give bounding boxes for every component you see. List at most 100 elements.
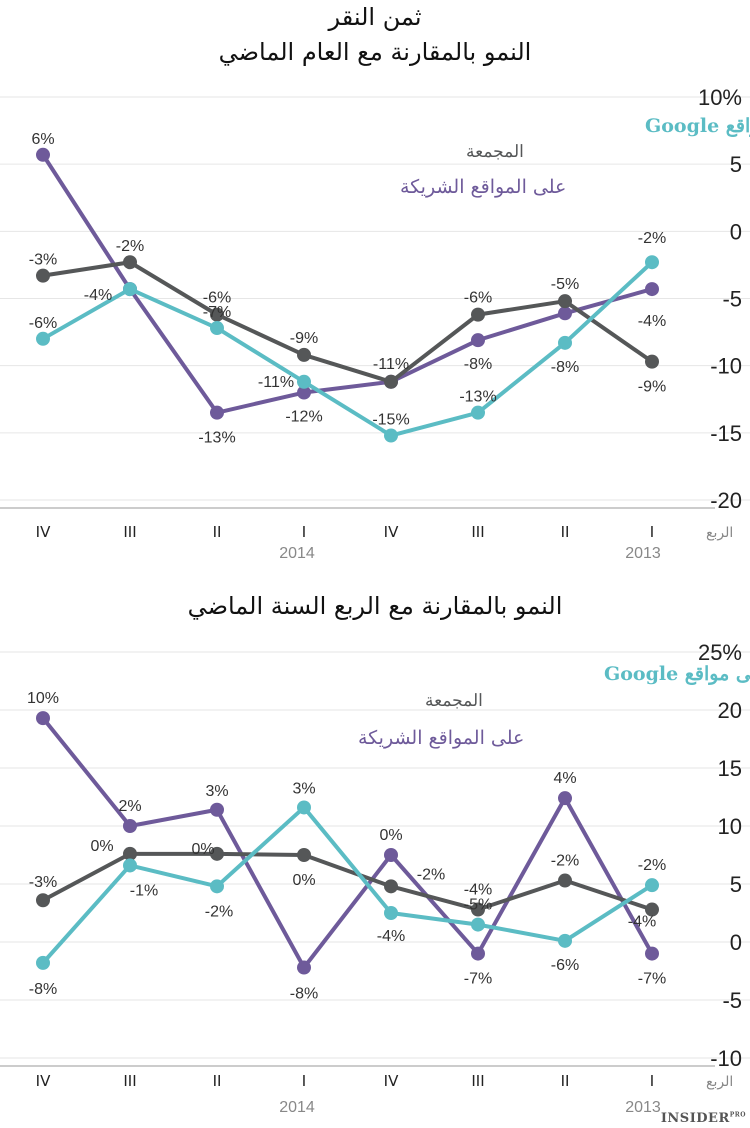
chart2-data-point-combined — [558, 873, 572, 888]
chart2-data-point-partners — [210, 802, 224, 817]
chart2-data-point-combined — [384, 879, 398, 894]
chart2-data-label-combined: 0% — [90, 838, 113, 855]
chart2-data-label-combined: -3% — [29, 874, 57, 891]
chart1-x-tick-label: IV — [384, 523, 399, 541]
chart2-data-label-partners: 3% — [205, 783, 228, 800]
chart2-data-point-partners — [36, 711, 50, 726]
chart1-y-tick-label: 10% — [698, 85, 742, 110]
chart2-data-point-partners — [558, 791, 572, 806]
chart1-data-point-combined — [471, 307, 485, 322]
chart2-x-tick-label: IV — [36, 1072, 51, 1090]
chart2-data-point-google — [645, 878, 659, 893]
chart2-legend-google: على مواقع Google — [604, 663, 750, 685]
chart1-data-label-google: -4% — [84, 287, 112, 304]
chart2-y-tick-label: -10 — [710, 1046, 742, 1071]
chart2-y-tick-label: 25% — [698, 640, 742, 665]
chart2-series-line-partners — [41, 716, 654, 970]
chart2-x-tick-label: II — [561, 1072, 570, 1090]
chart1-data-point-google — [645, 255, 659, 270]
chart1-data-point-combined — [36, 268, 50, 283]
chart2-series-line-google — [41, 805, 654, 965]
chart2-data-label-partners: -7% — [464, 971, 492, 988]
chart2-y-tick-label: -5 — [722, 988, 742, 1013]
chart2-data-point-google — [36, 955, 50, 970]
chart1-y-tick-label: -5 — [722, 287, 742, 312]
chart1-data-point-combined — [123, 255, 137, 270]
chart1-data-point-partners — [645, 282, 659, 297]
chart2-data-label-partners: 2% — [118, 798, 141, 815]
chart1-data-label-partners: -12% — [285, 409, 322, 426]
chart2-data-point-google — [558, 933, 572, 948]
chart2-data-point-google — [471, 917, 485, 932]
chart2-data-label-combined: -4% — [628, 914, 656, 931]
chart1-data-label-combined: -9% — [638, 379, 666, 396]
chart2-data-label-google: -2% — [205, 903, 233, 920]
chart1-data-point-combined — [297, 347, 311, 362]
chart1-data-point-google — [123, 282, 137, 297]
chart2-data-label-combined: -2% — [551, 853, 579, 870]
chart1-data-point-partners — [210, 405, 224, 420]
chart1-title: النمو بالمقارنة مع العام الماضي — [218, 38, 532, 66]
chart1-data-label-google: -8% — [551, 359, 579, 376]
chart2-data-label-partners: -8% — [290, 986, 318, 1003]
chart2-x-tick-label: III — [471, 1072, 484, 1090]
chart2-x-tick-label: III — [123, 1072, 136, 1090]
chart2-data-point-combined — [36, 893, 50, 908]
chart2-data-point-google — [384, 906, 398, 920]
chart2-data-label-partners: 10% — [27, 690, 59, 707]
chart1-legend-google: على مواقع Google — [645, 115, 750, 137]
chart1-data-label-combined: -5% — [551, 276, 579, 293]
chart2-data-label-partners: 4% — [553, 770, 576, 787]
chart1-data-point-partners — [471, 333, 485, 348]
chart1-data-point-google — [558, 335, 572, 350]
chart1-data-point-partners — [558, 306, 572, 321]
chart2-y-tick-label: 0 — [730, 930, 742, 955]
chart2-data-point-partners — [384, 848, 398, 862]
chart1-x-tick-label: III — [123, 523, 136, 541]
chart2-series-line-combined — [41, 851, 654, 912]
chart2-data-point-partners — [297, 960, 311, 975]
chart2-data-point-combined — [297, 848, 311, 862]
chart2-quarter-axis-label: الربع — [706, 1074, 733, 1090]
chart1-legend-combined: المجمعة — [466, 142, 524, 162]
chart1-x-tick-label: I — [650, 523, 654, 541]
chart2-year-label: 2013 — [625, 1099, 661, 1116]
chart1-x-tick-label: II — [213, 523, 222, 541]
chart1-data-label-google: -13% — [459, 389, 496, 406]
chart1-data-label-combined: -3% — [29, 252, 57, 269]
chart2-legend-partners: على المواقع الشريكة — [358, 727, 524, 749]
chart1-quarter-axis-label: الربع — [706, 525, 733, 541]
chart2-data-point-partners — [645, 946, 659, 961]
chart1-y-tick-label: -10 — [710, 354, 742, 379]
chart1-x-tick-label: IV — [36, 523, 51, 541]
chart2-data-label-google: -2% — [638, 857, 666, 874]
chart2-data-label-google: -5% — [464, 897, 492, 914]
chart1-series-line-partners — [41, 152, 654, 415]
chart2-x-tick-label: I — [650, 1072, 654, 1090]
chart1-data-point-combined — [384, 374, 398, 389]
main-title: ثمن النقر — [328, 3, 422, 31]
chart2-data-point-partners — [471, 946, 485, 961]
chart1-data-label-combined: -9% — [290, 330, 318, 347]
chart2-data-point-google — [123, 858, 137, 873]
chart1-data-point-partners — [297, 385, 311, 400]
chart2-data-label-google: 3% — [292, 780, 315, 797]
chart2-data-label-google: -8% — [29, 981, 57, 998]
chart1-data-label-combined: -6% — [464, 290, 492, 307]
chart1-data-label-partners: -8% — [464, 356, 492, 373]
chart2-data-label-google: -1% — [130, 882, 158, 899]
chart1-data-label-combined: -6% — [203, 290, 231, 307]
chart2-y-tick-label: 10 — [718, 814, 742, 839]
chart1-data-label-google: -2% — [638, 230, 666, 247]
chart1-y-tick-label: 5 — [730, 152, 742, 177]
chart2-data-label-combined: 0% — [292, 872, 315, 889]
chart2-x-tick-label: II — [213, 1072, 222, 1090]
chart2-y-tick-label: 15 — [718, 756, 742, 781]
chart1-y-tick-label: 0 — [730, 219, 742, 244]
chart1-data-point-google — [36, 331, 50, 346]
chart1-series-line-combined — [41, 260, 654, 384]
chart1-data-label-google: -7% — [203, 304, 231, 321]
chart1-data-label-google: -11% — [258, 374, 294, 391]
chart2-data-label-google: -4% — [377, 928, 405, 945]
